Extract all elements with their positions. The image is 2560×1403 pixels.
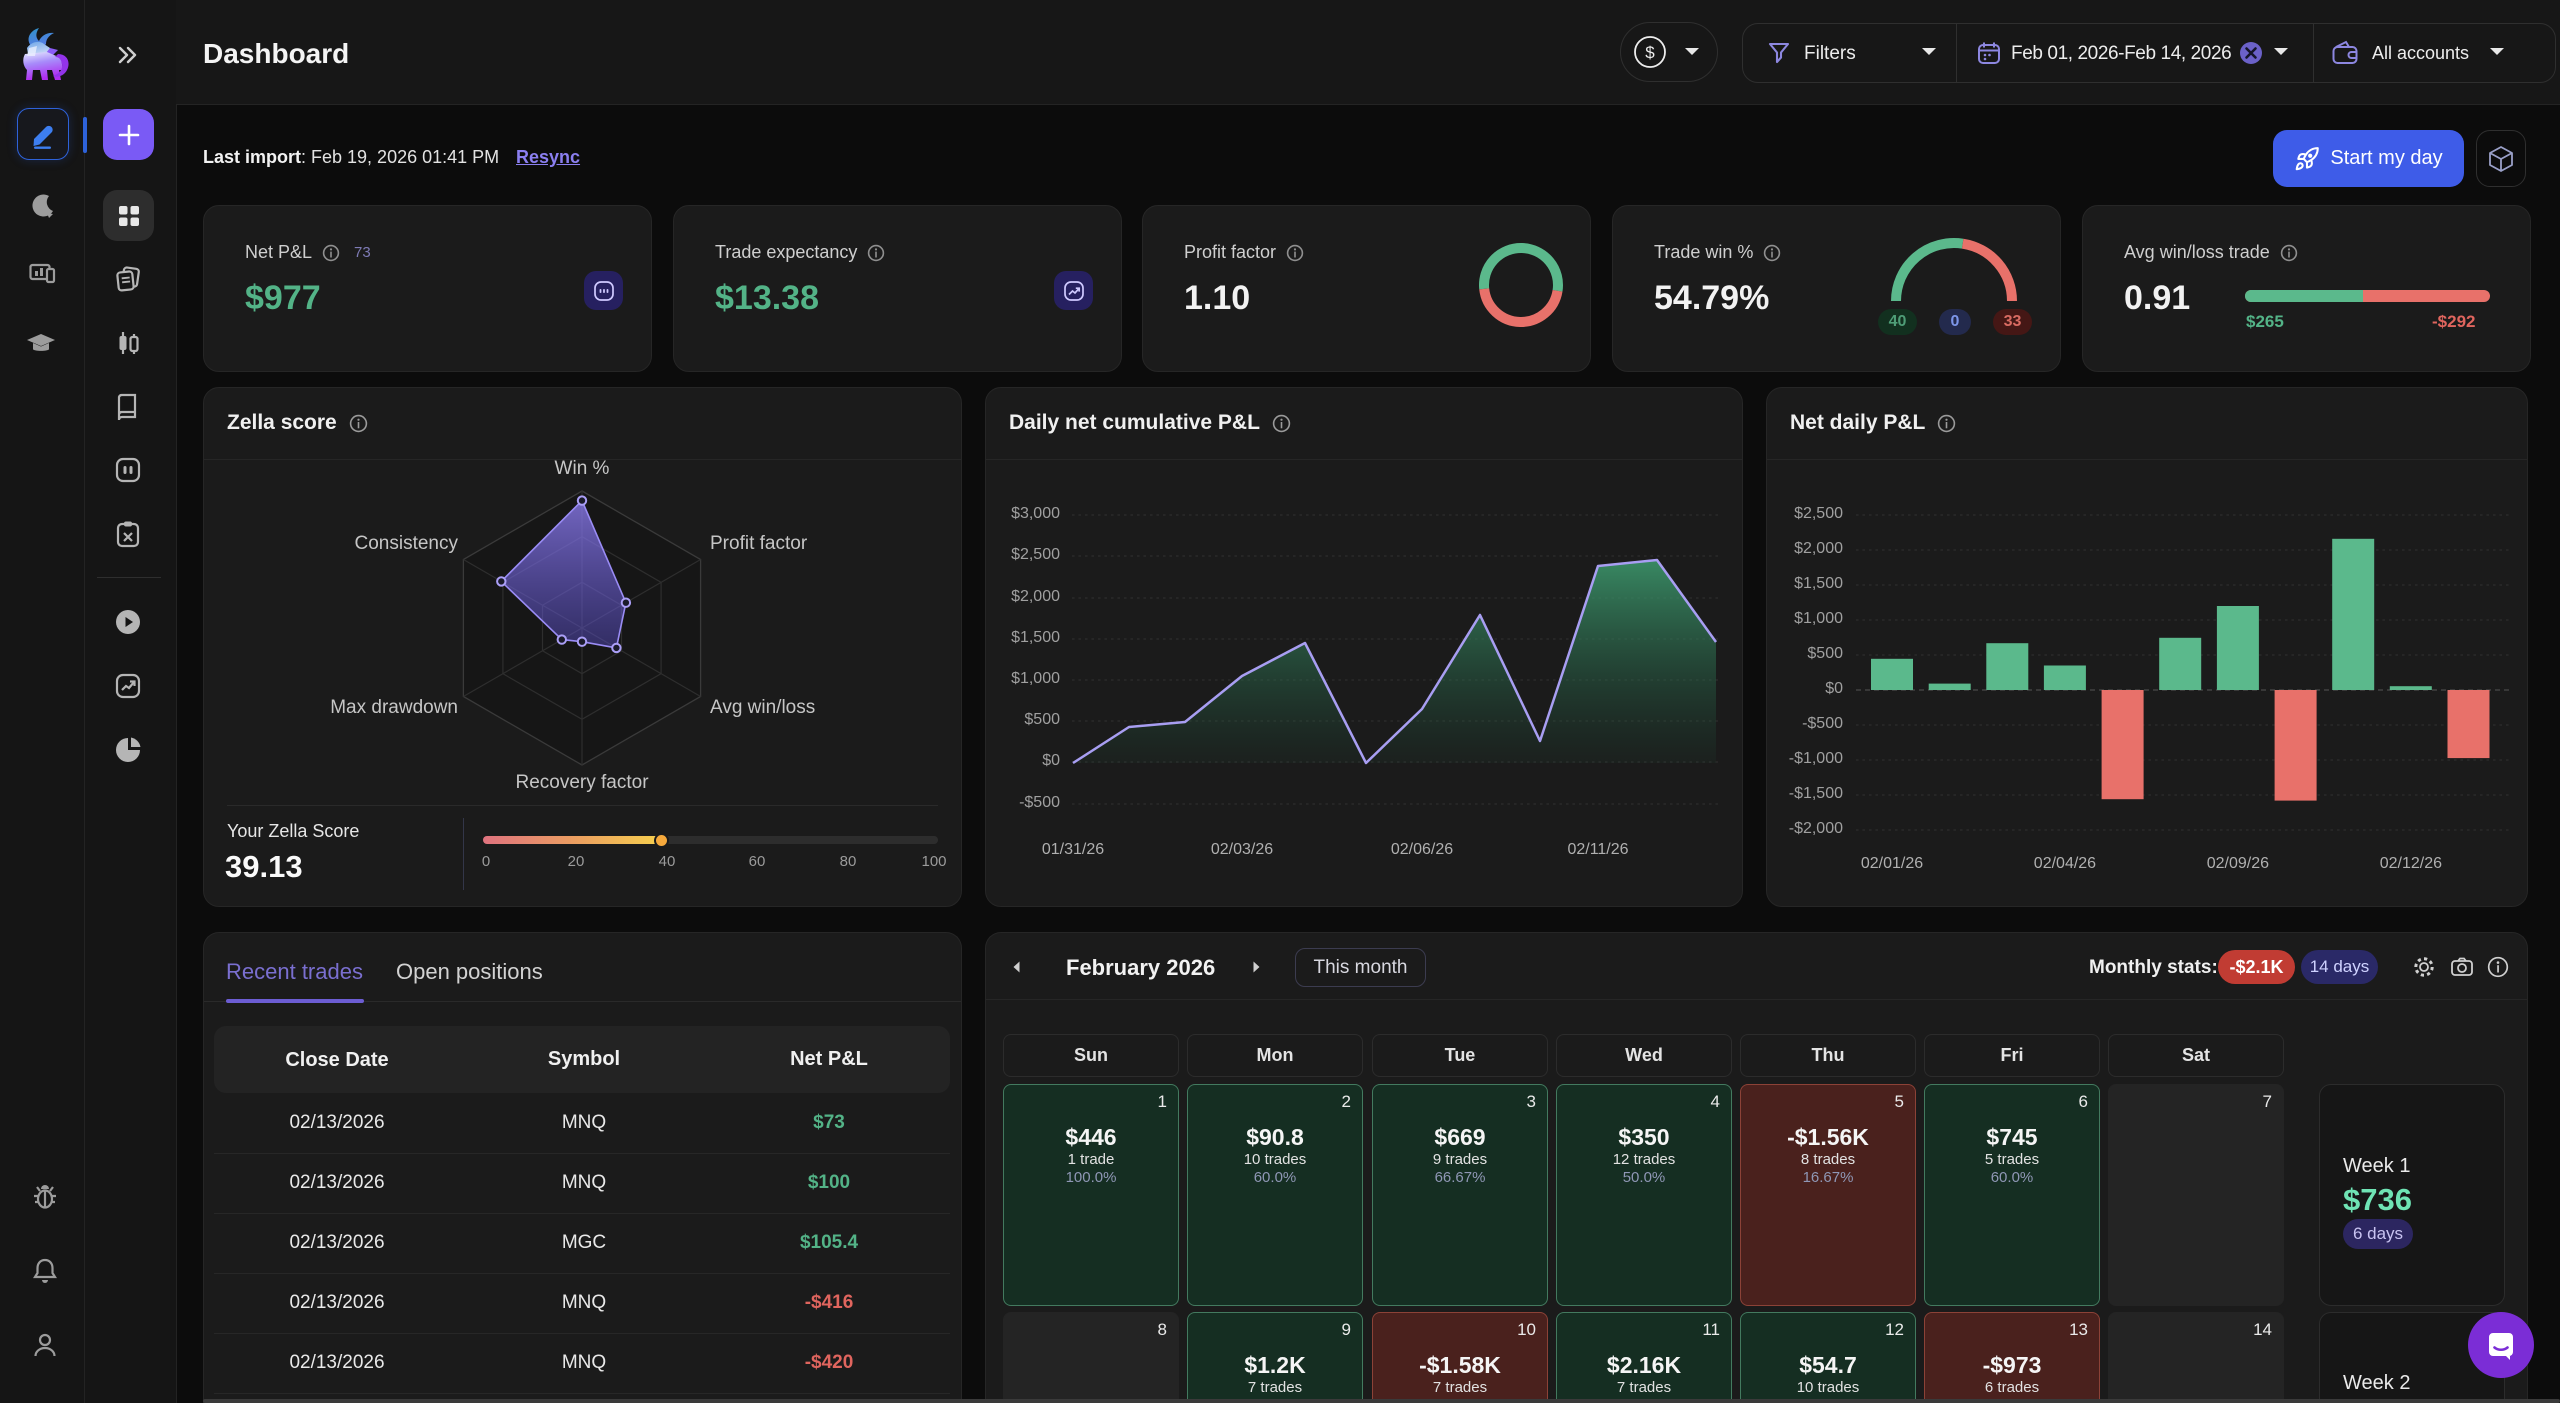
svg-text:$: $ bbox=[1645, 43, 1655, 62]
